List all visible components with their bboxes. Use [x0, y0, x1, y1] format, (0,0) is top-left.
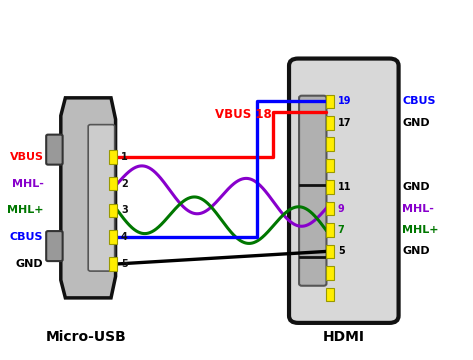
- FancyBboxPatch shape: [109, 257, 117, 271]
- Text: MHL+: MHL+: [402, 225, 439, 235]
- Text: 7: 7: [338, 225, 345, 235]
- Text: CBUS: CBUS: [10, 232, 44, 242]
- Text: Micro-USB: Micro-USB: [45, 330, 126, 344]
- Polygon shape: [61, 98, 115, 298]
- Text: VBUS 18: VBUS 18: [215, 108, 272, 121]
- Text: 1: 1: [121, 152, 128, 162]
- Text: GND: GND: [16, 259, 44, 269]
- Text: 3: 3: [121, 205, 128, 215]
- Text: GND: GND: [402, 247, 430, 256]
- FancyBboxPatch shape: [326, 180, 334, 194]
- FancyBboxPatch shape: [109, 177, 117, 190]
- FancyBboxPatch shape: [109, 230, 117, 244]
- Text: 4: 4: [121, 232, 128, 242]
- FancyBboxPatch shape: [299, 96, 326, 286]
- FancyBboxPatch shape: [46, 231, 62, 261]
- Text: 17: 17: [338, 118, 351, 128]
- FancyBboxPatch shape: [326, 266, 334, 280]
- FancyBboxPatch shape: [326, 202, 334, 215]
- FancyBboxPatch shape: [88, 125, 114, 271]
- Text: 5: 5: [338, 247, 345, 256]
- Text: VBUS: VBUS: [9, 152, 44, 162]
- FancyBboxPatch shape: [326, 223, 334, 237]
- Text: 11: 11: [338, 182, 351, 192]
- Text: 9: 9: [338, 203, 345, 213]
- Text: 19: 19: [338, 96, 351, 107]
- FancyBboxPatch shape: [326, 116, 334, 130]
- FancyBboxPatch shape: [326, 288, 334, 301]
- FancyBboxPatch shape: [326, 95, 334, 108]
- FancyBboxPatch shape: [326, 245, 334, 258]
- FancyBboxPatch shape: [289, 59, 399, 323]
- Text: GND: GND: [402, 182, 430, 192]
- Text: GND: GND: [402, 118, 430, 128]
- FancyBboxPatch shape: [326, 138, 334, 151]
- FancyBboxPatch shape: [109, 203, 117, 217]
- Text: HDMI: HDMI: [323, 330, 365, 344]
- FancyBboxPatch shape: [326, 159, 334, 172]
- FancyBboxPatch shape: [109, 150, 117, 163]
- Text: MHL-: MHL-: [11, 179, 44, 189]
- Text: MHL+: MHL+: [7, 205, 44, 215]
- FancyBboxPatch shape: [46, 135, 62, 165]
- Text: CBUS: CBUS: [402, 96, 436, 107]
- Text: MHL-: MHL-: [402, 203, 434, 213]
- Text: 5: 5: [121, 259, 128, 269]
- Text: 2: 2: [121, 179, 128, 189]
